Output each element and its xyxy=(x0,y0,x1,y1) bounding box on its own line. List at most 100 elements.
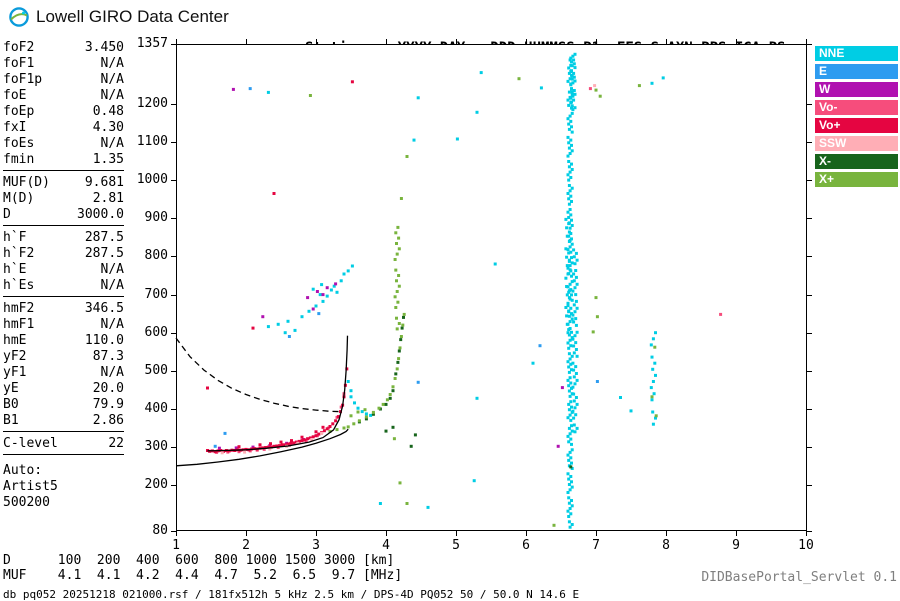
echo-series-X- xyxy=(357,315,573,469)
axis-tick xyxy=(807,370,812,372)
param-value: 110.0 xyxy=(84,333,124,348)
legend-item-Vo-: Vo- xyxy=(815,100,898,115)
param-value: 0.48 xyxy=(92,104,124,119)
axis-tick xyxy=(171,294,176,296)
axis-tick xyxy=(807,256,812,258)
legend-item-E: E xyxy=(815,64,898,79)
param-value: 2.81 xyxy=(92,191,124,206)
axis-tick xyxy=(171,332,176,334)
param-row-yE: yE 20.0 xyxy=(3,381,124,397)
axis-tick xyxy=(176,39,177,44)
x-tick-label: 9 xyxy=(732,538,740,553)
x-tick-label: 10 xyxy=(798,538,814,553)
param-label: B0 xyxy=(3,397,19,412)
muf-row: MUF 4.1 4.1 4.2 4.4 4.7 5.2 6.5 9.7 [MHz… xyxy=(3,568,403,583)
param-label: fxI xyxy=(3,120,27,135)
auto-line: Auto: xyxy=(3,463,43,478)
echo-series-Vo+ xyxy=(206,80,354,454)
auto-block: Auto: Artist5 500200 xyxy=(3,463,124,511)
auto-line: 500200 xyxy=(3,495,50,510)
axis-tick xyxy=(171,103,176,105)
param-row-foEp: foEp 0.48 xyxy=(3,104,124,120)
axis-tick xyxy=(807,180,812,182)
param-value: 346.5 xyxy=(84,301,124,316)
param-value: N/A xyxy=(100,278,124,293)
param-label: foF1p xyxy=(3,72,43,87)
legend-item-Vo+: Vo+ xyxy=(815,118,898,133)
param-row-yF2: yF2 87.3 xyxy=(3,349,124,365)
axis-tick xyxy=(596,39,597,44)
axis-tick xyxy=(666,39,667,44)
x-tick-label: 5 xyxy=(452,538,460,553)
axis-tick xyxy=(807,408,812,410)
param-row-hmE: hmE 110.0 xyxy=(3,333,124,349)
param-row-B1: B1 2.86 xyxy=(3,413,124,429)
echo-series-Vo- xyxy=(215,87,723,454)
axis-tick xyxy=(171,485,176,487)
legend-item-W: W xyxy=(815,82,898,97)
param-label: h`F2 xyxy=(3,246,35,261)
param-row-yF1: yF1 N/A xyxy=(3,365,124,381)
param-value: 20.0 xyxy=(92,381,124,396)
param-label: hmF2 xyxy=(3,301,35,316)
param-row-h`Es: h`Es N/A xyxy=(3,278,124,294)
ionogram-plot-frame xyxy=(176,44,807,531)
y-tick-label: 200 xyxy=(144,477,168,493)
param-row-foE: foE N/A xyxy=(3,88,124,104)
x-tick-label: 1 xyxy=(172,538,180,553)
param-label: hmF1 xyxy=(3,317,35,332)
y-tick-label: 300 xyxy=(144,439,168,455)
param-row-foF1: foF1 N/A xyxy=(3,56,124,72)
param-value: 287.5 xyxy=(84,230,124,245)
param-value: N/A xyxy=(100,262,124,277)
param-value: N/A xyxy=(100,72,124,87)
param-row-hmF1: hmF1 N/A xyxy=(3,317,124,333)
auto-line: Artist5 xyxy=(3,479,58,494)
axis-tick xyxy=(807,332,812,334)
axis-tick xyxy=(526,39,527,44)
param-row-MUF(D): MUF(D) 9.681 xyxy=(3,175,124,191)
param-group: h`F 287.5 h`F2 287.5 h`E N/A h`Es N/A xyxy=(3,230,124,297)
param-row-hmF2: hmF2 346.5 xyxy=(3,301,124,317)
direction-legend: NNE E W Vo- Vo+ SSW X- X+ xyxy=(815,46,898,190)
legend-item-X-: X- xyxy=(815,154,898,169)
param-label: D xyxy=(3,207,11,222)
giro-logo-icon xyxy=(9,7,29,27)
y-tick-label: 500 xyxy=(144,362,168,378)
param-value: N/A xyxy=(100,365,124,380)
axis-tick xyxy=(171,180,176,182)
param-label: hmE xyxy=(3,333,27,348)
legend-item-X+: X+ xyxy=(815,172,898,187)
param-row-fxI: fxI 4.30 xyxy=(3,120,124,136)
y-tick-label: 1357 xyxy=(136,36,168,51)
axis-tick xyxy=(807,142,812,143)
x-tick-label: 4 xyxy=(382,538,390,553)
x-tick-label: 6 xyxy=(522,538,530,553)
parameter-panel: foF2 3.450 foF1 N/A foF1p N/A foE N/A foEp 0.48 fx… xyxy=(3,40,124,511)
param-label: yE xyxy=(3,381,19,396)
param-label: foF2 xyxy=(3,40,35,55)
axis-tick xyxy=(456,531,457,536)
param-label: foEp xyxy=(3,104,35,119)
axis-tick xyxy=(596,531,597,536)
y-tick-label: 1200 xyxy=(136,95,168,111)
x-tick-label: 8 xyxy=(662,538,670,553)
param-group: hmF2 346.5 hmF1 N/A hmE 110.0 yF2 87.3 yF1 N/A yE 2… xyxy=(3,301,124,432)
param-value: 3.450 xyxy=(84,40,124,55)
axis-tick xyxy=(386,39,387,44)
param-label: foE xyxy=(3,88,27,103)
param-label: M(D) xyxy=(3,191,35,206)
x-tick-label: 3 xyxy=(312,538,320,553)
axis-tick xyxy=(807,44,812,45)
curve-true-height-profile xyxy=(175,428,349,467)
axis-tick xyxy=(807,218,812,220)
axis-tick xyxy=(806,39,807,44)
axis-tick xyxy=(807,531,812,532)
curve-muf-transmission-curve xyxy=(175,337,341,413)
param-value: N/A xyxy=(100,317,124,332)
param-value: 2.86 xyxy=(92,413,124,428)
axis-tick xyxy=(806,531,807,536)
y-tick-label: 80 xyxy=(152,523,168,538)
curve-o-trace-fit xyxy=(207,335,349,452)
